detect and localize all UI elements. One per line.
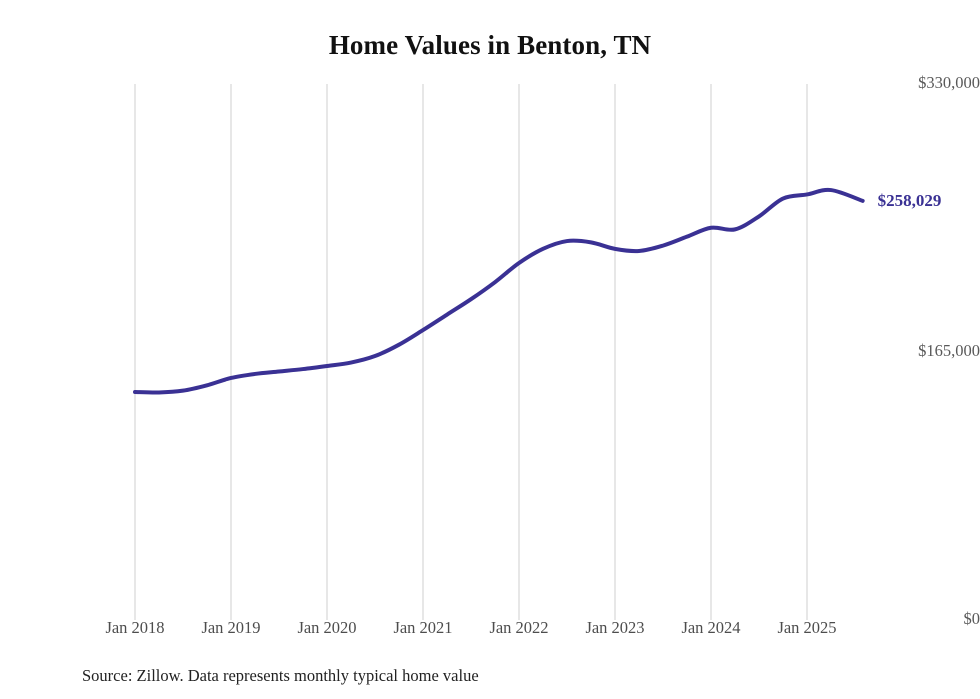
- x-tick-label: Jan 2018: [105, 618, 165, 637]
- y-tick-label: $330,000: [918, 73, 980, 92]
- source-caption: Source: Zillow. Data represents monthly …: [82, 666, 479, 685]
- x-tick-label: Jan 2025: [777, 618, 837, 637]
- x-tick-label: Jan 2022: [489, 618, 549, 637]
- x-tick-label: Jan 2023: [585, 618, 645, 637]
- series-line: [133, 187, 865, 395]
- series-group: [133, 187, 865, 395]
- y-tick-label: $165,000: [918, 341, 980, 360]
- x-tick-label: Jan 2024: [681, 618, 741, 637]
- x-tick-label: Jan 2021: [393, 618, 453, 637]
- gridlines-group: [134, 84, 808, 620]
- chart-title: Home Values in Benton, TN: [328, 30, 652, 60]
- x-tick-label: Jan 2019: [201, 618, 261, 637]
- y-tick-label: $0: [963, 609, 980, 628]
- x-tick-label: Jan 2020: [297, 618, 357, 637]
- end-value-annotation: $258,029: [877, 190, 942, 210]
